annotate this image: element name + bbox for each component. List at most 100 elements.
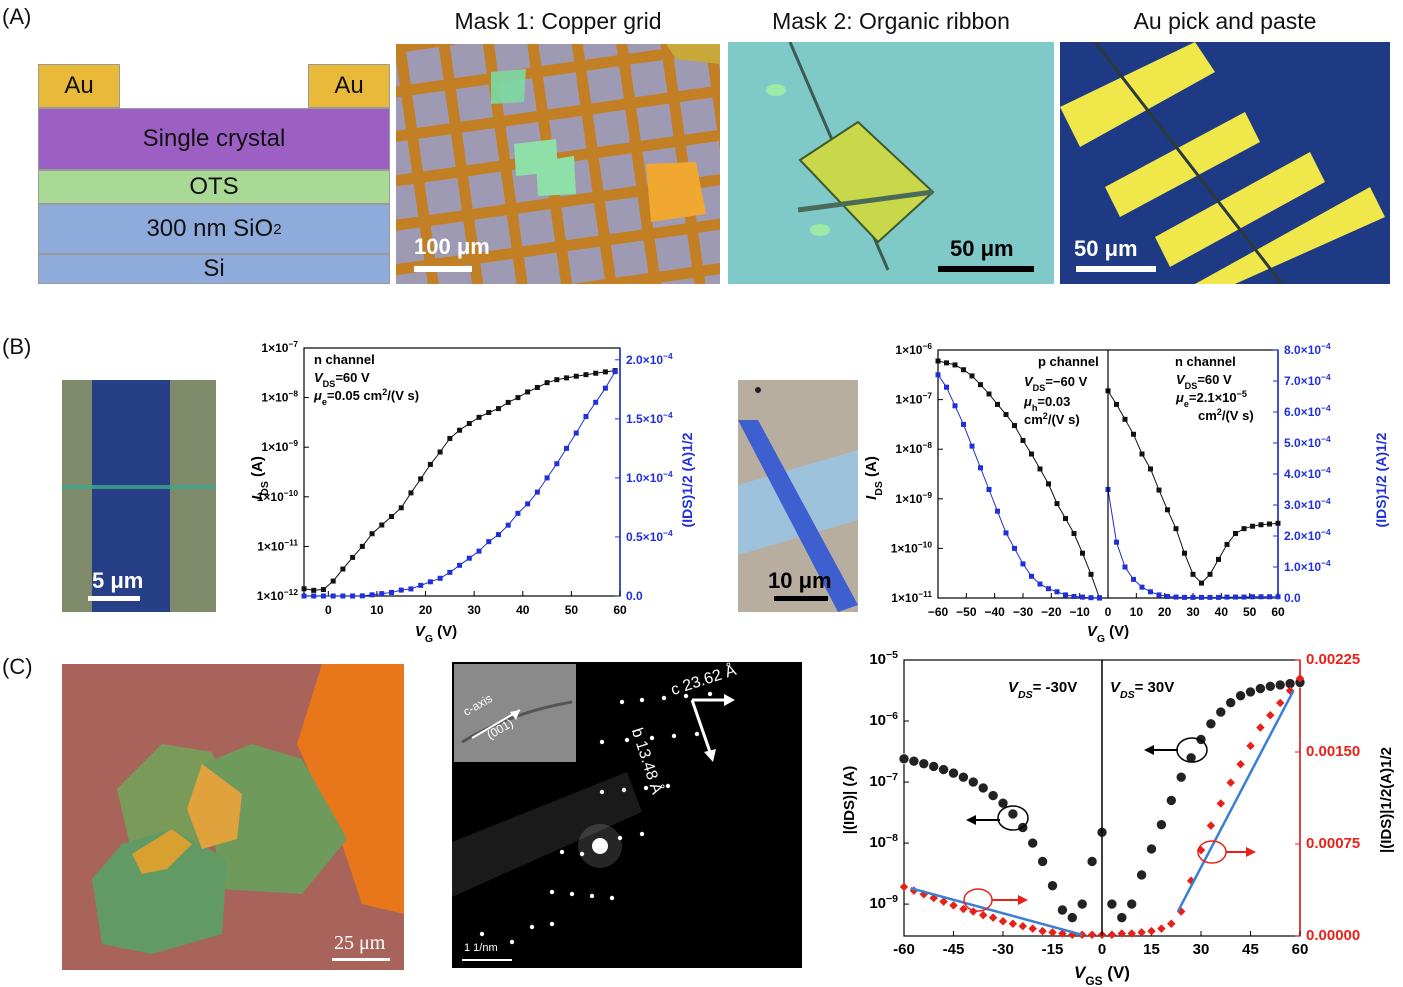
right-series-point (1038, 926, 1047, 936)
hexagon-crystals-drawing (92, 664, 404, 954)
scale-bar-10um (774, 596, 828, 601)
right-series-point (340, 593, 346, 599)
nchannel-title: n channel (314, 352, 375, 367)
left-series-point (1165, 795, 1177, 806)
left-series-point (1225, 697, 1237, 708)
y-right-tick-label: 1.5×10−4 (626, 410, 673, 426)
diffraction-spot (589, 893, 595, 899)
x-tick-label: 60 (1292, 941, 1309, 958)
diffraction-spot (665, 783, 671, 789)
left-series-point (1047, 880, 1058, 892)
arrowhead-left-black (966, 815, 976, 825)
x-tick-label: 45 (1242, 941, 1259, 958)
y-left-tick-label: 1×10−7 (895, 391, 932, 407)
left-series-point (977, 782, 989, 794)
panel-label-b: (B) (2, 334, 32, 359)
x-tick-label: 50 (1243, 605, 1257, 619)
diffraction-spot (609, 895, 615, 901)
right-series-point (995, 508, 1000, 514)
right-series-point (612, 369, 618, 375)
x-axis-label: VGS (V) (1074, 963, 1130, 987)
y-right-tick-label: 0.00225 (1306, 651, 1360, 668)
right-series-point (1216, 594, 1221, 600)
left-series-point (1003, 412, 1009, 418)
right-series-point (1275, 594, 1281, 600)
organic-ribbon-micrograph: 50 μm (728, 42, 1054, 284)
nchannel-mobility: μe=0.05 cm2/(V s) (313, 387, 419, 407)
right-series-point (495, 532, 501, 538)
right-series-point (939, 897, 948, 906)
y-right-tick-label: 4.0×10−4 (1284, 465, 1331, 481)
right-series-point (1028, 924, 1037, 933)
diffraction-spot (549, 921, 555, 927)
right-series-point (515, 510, 521, 516)
left-series-point (1139, 451, 1145, 457)
left-series-point (1275, 520, 1281, 526)
right-series-point (1258, 594, 1264, 600)
left-series-point (525, 389, 531, 395)
right-series-point (1137, 928, 1146, 937)
left-series-point (544, 380, 550, 386)
diffraction-spot (639, 697, 645, 703)
left-series-point (1173, 526, 1179, 532)
scale-label-100um: 100 μm (414, 234, 490, 259)
right-series-point (1131, 576, 1136, 582)
right-series-point (1236, 760, 1245, 769)
y-right-tick-label: 0.00075 (1306, 835, 1360, 852)
right-series-point (398, 587, 404, 593)
y-left-tick-label: 1×10−7 (261, 339, 298, 355)
y-left-tick-label: 1×10−11 (257, 537, 298, 553)
diffraction-spot (624, 737, 630, 743)
right-series-point (1206, 821, 1216, 830)
y-left-tick-label: 1×10−8 (261, 389, 298, 405)
arrowhead-right-black (1144, 745, 1154, 755)
organic-ribbon-drawing (766, 42, 935, 271)
right-series-point (1182, 594, 1187, 600)
left-series-point (1235, 690, 1246, 702)
x-tick-label: -30 (992, 941, 1014, 958)
chart-nchannel-transfer: 0 10 20 30 40 50 60 1×10−12 1×10−11 1×10−10 1×10−9… (249, 339, 695, 642)
diffraction-spot (509, 939, 515, 945)
organic-ribbon-title: Mask 2: Organic ribbon (772, 8, 1010, 34)
right-series-point (1117, 929, 1127, 938)
right-series-point (379, 591, 385, 597)
y-axis-label: IDS (A) (249, 456, 271, 500)
y-left-tick-label: 10−6 (869, 710, 898, 729)
right-series-point (1190, 594, 1196, 600)
y-right-tick-label: 3.0×10−4 (1284, 496, 1331, 512)
y-axis-label: |(IDS)| (A) (841, 766, 858, 834)
scale-bar-50um-a (938, 266, 1034, 272)
right-series-point (1156, 592, 1162, 598)
right-series-point (961, 421, 966, 427)
diffraction-spot (649, 735, 655, 741)
diffraction-spot (559, 849, 565, 855)
left-series-point (1054, 501, 1060, 507)
left-series-point (1106, 898, 1118, 910)
left-series-point (908, 755, 920, 767)
left-series-point (1156, 487, 1162, 493)
right-series-point (573, 430, 579, 436)
left-series-point (1156, 819, 1167, 830)
right-series-point (447, 569, 453, 575)
left-series-point (1116, 912, 1128, 923)
left-series-point (969, 373, 975, 379)
left-series-point (1182, 550, 1187, 556)
y-left-tick-label: 1×10−8 (895, 440, 932, 456)
scale-label-25um: 25 μm (334, 932, 386, 954)
sio2-layer: 300 nm SiO 2 (38, 204, 390, 254)
right-series-point (988, 913, 998, 922)
left-series-point (389, 514, 395, 520)
left-series-point (1215, 706, 1227, 718)
left-series-point (340, 566, 346, 572)
x-tick-label: 10 (370, 603, 384, 617)
x-tick-label: 20 (1158, 605, 1172, 619)
scale-bar-5um (88, 596, 140, 601)
left-series-point (987, 790, 999, 801)
left-series-point (1190, 571, 1196, 577)
y-right-tick-label: 0.00150 (1306, 743, 1360, 760)
right-series-point (330, 593, 336, 599)
left-series-point (1264, 681, 1276, 692)
hexagon-crystals-micrograph: 25 μm (62, 664, 404, 970)
right-series-point (1216, 799, 1226, 808)
pchannel-title: p channel (1038, 354, 1099, 369)
